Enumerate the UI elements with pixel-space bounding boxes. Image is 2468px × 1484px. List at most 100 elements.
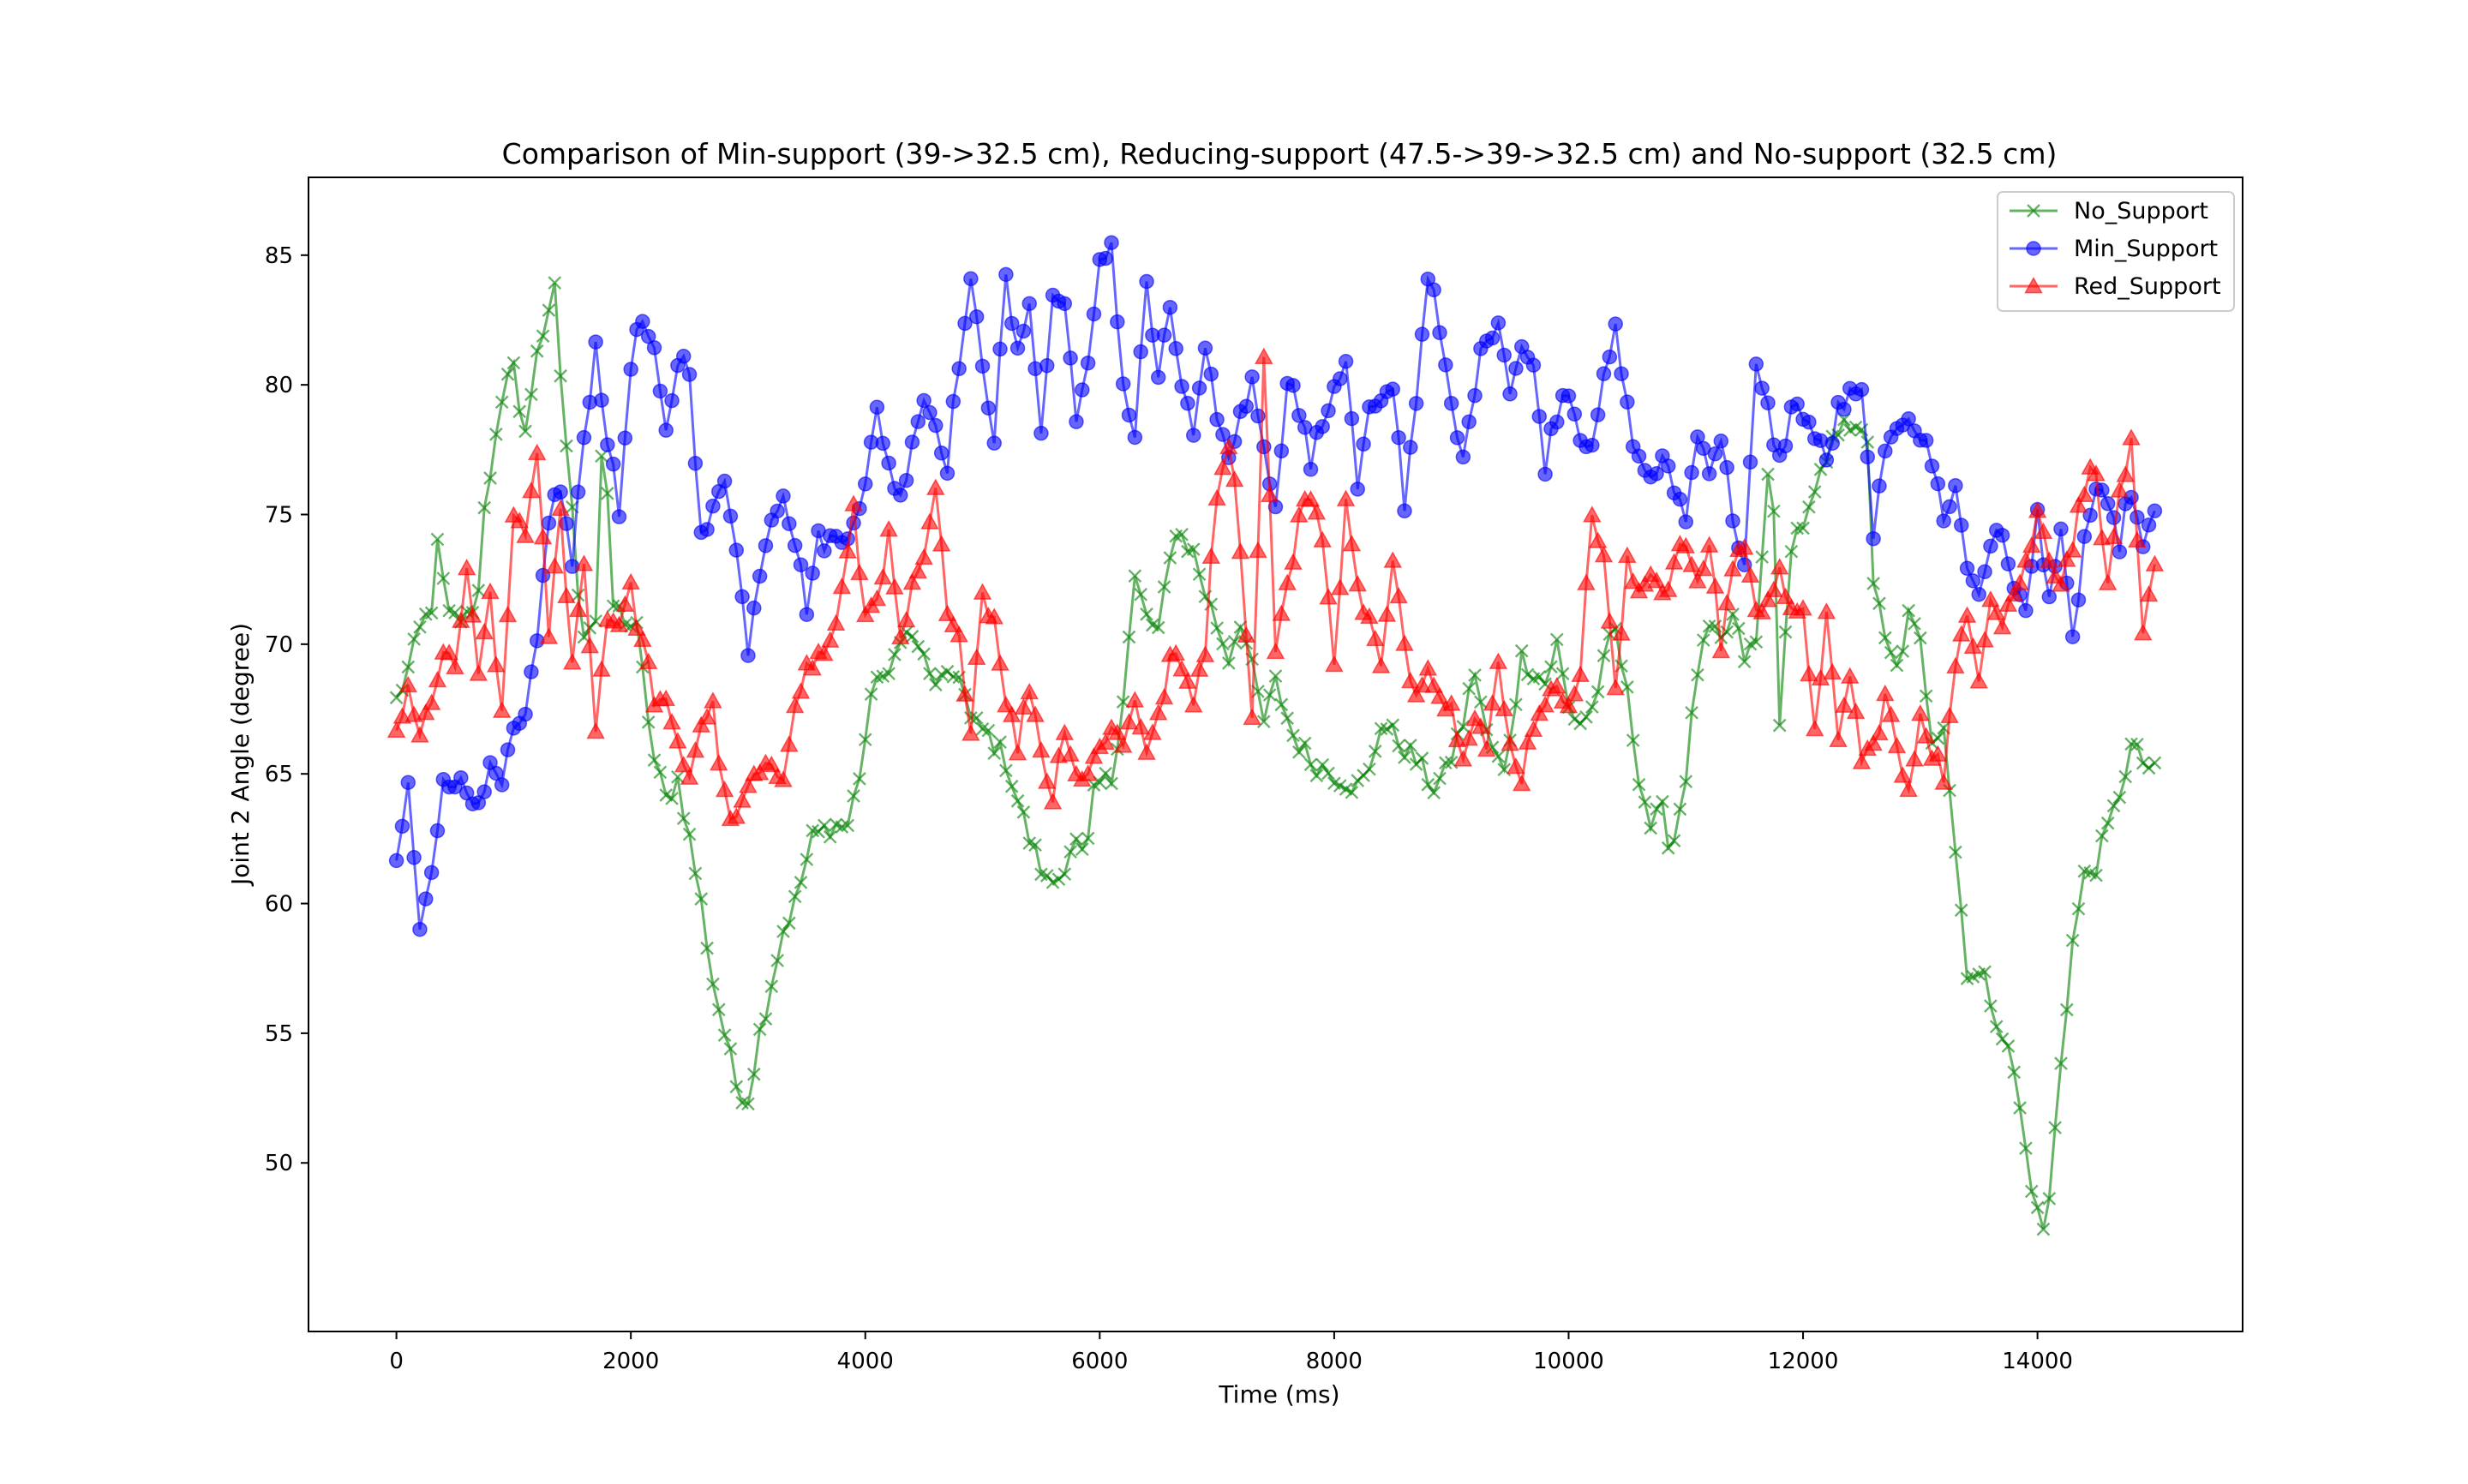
data-point-No_Support	[1392, 739, 1405, 753]
data-point-No_Support	[1919, 689, 1933, 703]
data-point-Min_Support	[1338, 354, 1354, 369]
data-point-Red_Support	[1518, 733, 1537, 750]
data-point-No_Support	[858, 733, 872, 747]
data-point-No_Support	[700, 941, 714, 955]
data-point-Red_Support	[1887, 736, 1907, 754]
data-point-No_Support	[1908, 617, 1921, 631]
data-point-Min_Support	[605, 456, 621, 472]
legend-label: Red_Support	[2074, 273, 2221, 300]
data-point-No_Support	[1767, 504, 1781, 518]
data-point-Min_Support	[1672, 491, 1688, 507]
data-point-Red_Support	[1758, 590, 1777, 607]
data-point-No_Support	[928, 678, 943, 691]
data-point-Red_Support	[1583, 506, 1602, 523]
data-point-Min_Support	[974, 358, 991, 374]
data-point-No_Support	[2013, 1101, 2027, 1115]
data-point-Red_Support	[1946, 656, 1965, 674]
data-point-Min_Support	[1965, 573, 1981, 589]
data-point-Red_Support	[1231, 542, 1250, 559]
data-point-Red_Support	[2075, 485, 2094, 502]
data-point-Red_Support	[1881, 705, 1901, 722]
data-point-Red_Support	[1383, 551, 1403, 568]
data-point-No_Support	[1175, 527, 1189, 542]
data-point-Min_Support	[635, 314, 650, 329]
data-point-Min_Support	[1930, 476, 1946, 492]
data-point-No_Support	[1691, 667, 1704, 682]
data-point-No_Support	[711, 1002, 726, 1017]
data-point-Red_Support	[1061, 745, 1080, 762]
series-layer	[386, 235, 2165, 1236]
data-point-Red_Support	[580, 636, 600, 654]
data-point-Red_Support	[949, 625, 968, 643]
data-point-Red_Support	[1459, 729, 1478, 746]
data-point-Red_Support	[997, 695, 1015, 713]
data-point-Red_Support	[2052, 575, 2070, 592]
data-point-No_Support	[600, 487, 614, 500]
data-point-Min_Support	[476, 784, 492, 799]
data-point-Min_Support	[400, 775, 416, 791]
data-point-Red_Support	[1113, 736, 1133, 753]
data-point-Red_Support	[1471, 717, 1490, 734]
data-point-No_Support	[1802, 500, 1816, 514]
data-point-Min_Support	[752, 568, 768, 584]
data-point-Min_Support	[681, 367, 698, 382]
data-point-Red_Support	[1524, 720, 1543, 737]
y-tick-label: 80	[265, 373, 293, 398]
data-point-No_Support	[717, 1028, 732, 1042]
data-point-No_Support	[1661, 841, 1675, 855]
data-point-Min_Support	[910, 414, 926, 429]
data-point-Red_Support	[1740, 565, 1760, 583]
data-point-No_Support	[489, 428, 503, 441]
legend-item-No_Support: No_Support	[2010, 198, 2208, 224]
data-point-Red_Support	[1565, 685, 1584, 702]
data-point-No_Support	[741, 1097, 755, 1111]
data-point-Min_Support	[1110, 314, 1125, 330]
data-point-No_Support	[1685, 705, 1698, 720]
data-point-Red_Support	[762, 755, 782, 773]
data-point-Min_Support	[857, 476, 873, 492]
data-point-Red_Support	[1483, 694, 1502, 711]
data-point-Red_Support	[1957, 606, 1977, 623]
data-point-Min_Support	[1836, 401, 1852, 417]
data-point-Min_Support	[1098, 250, 1113, 266]
data-point-Min_Support	[1356, 436, 1371, 452]
data-point-No_Support	[424, 606, 439, 620]
data-point-Min_Support	[1549, 414, 1565, 430]
data-point-Red_Support	[1026, 705, 1045, 722]
data-point-Red_Support	[1348, 574, 1368, 592]
data-point-Red_Support	[1342, 535, 1362, 552]
data-point-No_Support	[524, 387, 538, 402]
data-point-No_Support	[1105, 776, 1118, 791]
data-point-Red_Support	[914, 548, 933, 565]
data-point-Min_Support	[1003, 315, 1020, 332]
data-point-No_Support	[1122, 630, 1136, 644]
data-point-No_Support	[987, 746, 1002, 761]
data-point-Min_Support	[1959, 560, 1975, 577]
data-point-Min_Support	[1069, 414, 1084, 429]
data-point-Min_Support	[881, 455, 896, 471]
data-point-No_Support	[2095, 829, 2109, 843]
data-point-No_Support	[536, 329, 550, 344]
data-point-Min_Support	[1525, 357, 1542, 373]
data-point-Red_Support	[1512, 774, 1531, 792]
data-point-Red_Support	[1594, 545, 1614, 563]
data-point-No_Support	[1913, 631, 1927, 645]
data-point-No_Support	[999, 763, 1013, 778]
data-point-No_Support	[911, 639, 926, 654]
data-point-No_Support	[1374, 721, 1388, 736]
data-point-Min_Support	[1039, 357, 1055, 374]
data-point-Red_Support	[1911, 703, 1930, 721]
data-point-No_Support	[436, 571, 451, 585]
data-point-Red_Support	[2104, 527, 2124, 545]
x-tick-label: 14000	[2002, 1349, 2073, 1374]
data-point-No_Support	[1491, 749, 1506, 763]
data-point-No_Support	[1462, 681, 1477, 696]
data-point-Red_Support	[1043, 793, 1063, 810]
data-point-Min_Support	[716, 473, 733, 489]
data-point-No_Support	[1549, 632, 1564, 647]
data-point-Min_Support	[1620, 394, 1635, 410]
data-point-Min_Support	[933, 446, 949, 461]
data-point-Red_Support	[1272, 604, 1291, 621]
data-point-Red_Support	[1840, 667, 1860, 684]
data-point-Red_Support	[440, 643, 458, 661]
